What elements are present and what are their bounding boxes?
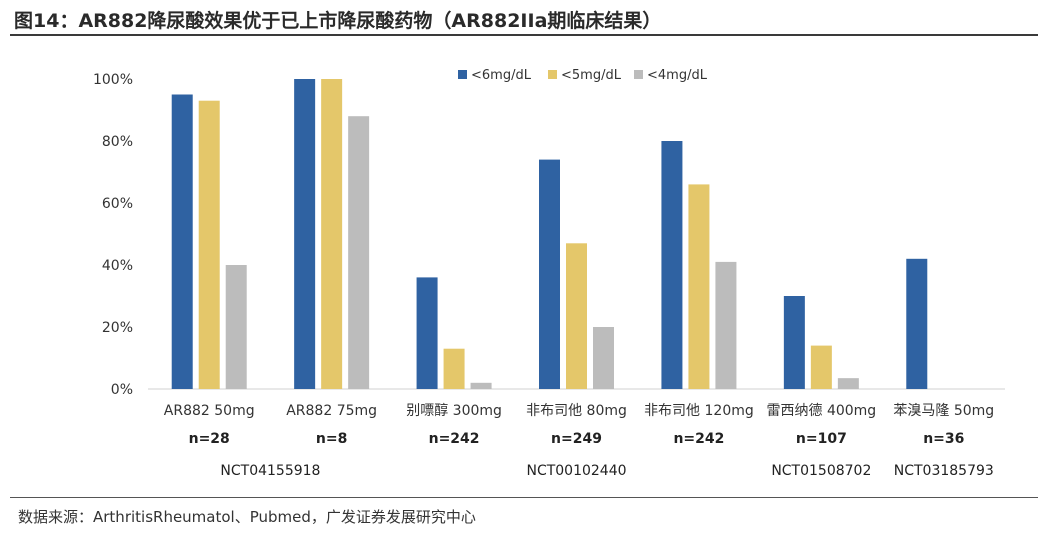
trial-id-label: NCT01508702 <box>771 463 871 479</box>
bar-series1-6 <box>906 258 928 389</box>
top-rule <box>10 34 1038 36</box>
bar-series1-3 <box>539 159 560 389</box>
bar-series2-5 <box>810 345 832 389</box>
bar-series2-2 <box>443 348 465 389</box>
bar-series1-0 <box>171 94 193 389</box>
y-tick-label: 0% <box>111 382 133 398</box>
legend-swatch-3 <box>634 70 643 79</box>
bar-series1-2 <box>416 277 438 389</box>
bar-series3-1 <box>348 116 370 389</box>
source-note: 数据来源：ArthritisRheumatol、Pubmed，广发证券发展研究中… <box>18 508 476 526</box>
bar-series3-3 <box>593 327 614 389</box>
x-category-label: 苯溴马隆 50mg <box>893 402 994 419</box>
legend-label-3: <4mg/dL <box>647 68 708 83</box>
sample-size-label: n=28 <box>189 431 230 447</box>
bar-series1-5 <box>783 296 805 389</box>
bar-series2-1 <box>321 79 343 389</box>
x-category-label: 雷西纳德 400mg <box>767 403 877 419</box>
y-tick-label: 20% <box>102 320 133 336</box>
sample-size-label: n=249 <box>551 431 602 447</box>
figure-title: 图14：AR882降尿酸效果优于已上市降尿酸药物（AR882IIa期临床结果） <box>14 10 662 32</box>
sample-size-label: n=8 <box>316 431 347 447</box>
legend-label-1: <6mg/dL <box>471 68 532 83</box>
bar-series3-5 <box>837 378 859 389</box>
bar-series3-2 <box>470 382 492 389</box>
y-tick-label: 80% <box>102 134 133 150</box>
trial-id-label: NCT00102440 <box>526 463 626 479</box>
legend-label-2: <5mg/dL <box>561 68 622 83</box>
bar-series2-4 <box>688 184 710 389</box>
sample-size-label: n=242 <box>429 431 480 447</box>
trial-id-label: NCT03185793 <box>894 463 994 479</box>
legend-swatch-1 <box>458 70 467 79</box>
y-tick-label: 60% <box>102 196 133 212</box>
bar-series3-0 <box>225 265 247 389</box>
bar-chart: 0% 20% 40% 60% 80% 100% AR882 50mg n=28 AR882 75… <box>93 68 1005 479</box>
bar-series3-4 <box>715 261 737 389</box>
x-category-label: AR882 75mg <box>286 403 377 419</box>
legend-swatch-2 <box>548 70 557 79</box>
bar-series1-4 <box>661 141 683 389</box>
y-tick-label: 100% <box>93 72 133 88</box>
x-category-label: AR882 50mg <box>164 403 255 419</box>
bar-series2-3 <box>566 243 587 389</box>
sample-size-label: n=107 <box>796 431 847 447</box>
y-tick-label: 40% <box>102 258 133 274</box>
sample-size-label: n=36 <box>923 431 964 447</box>
x-category-label: 别嘌醇 300mg <box>406 402 502 419</box>
trial-id-label: NCT04155918 <box>220 463 320 479</box>
x-category-label: 非布司他 120mg <box>644 403 754 419</box>
bar-series1-1 <box>294 79 316 389</box>
bar-series2-0 <box>198 100 220 389</box>
sample-size-label: n=242 <box>673 431 724 447</box>
bottom-rule <box>10 497 1038 498</box>
x-category-label: 非布司他 80mg <box>526 403 627 419</box>
